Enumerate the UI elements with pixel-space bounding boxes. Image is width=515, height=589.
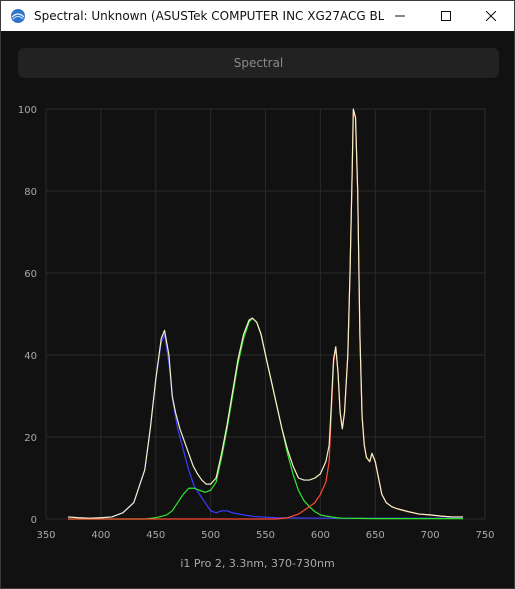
y-tick-label: 100 — [18, 105, 37, 116]
title-bar[interactable]: Spectral: Unknown (ASUSTek COMPUTER INC … — [1, 1, 514, 31]
app-icon — [11, 9, 25, 23]
y-tick-label: 0 — [31, 515, 37, 526]
y-tick-label: 80 — [24, 187, 37, 198]
close-button[interactable] — [468, 1, 514, 31]
minimize-icon — [395, 15, 405, 17]
x-tick-label: 400 — [91, 530, 110, 541]
y-tick-label: 40 — [24, 351, 37, 362]
chart-series — [67, 108, 464, 520]
x-tick-label: 550 — [256, 530, 275, 541]
window-title: Spectral: Unknown (ASUSTek COMPUTER INC … — [34, 9, 384, 23]
y-tick-label: 60 — [24, 269, 37, 280]
x-tick-label: 450 — [146, 530, 165, 541]
minimize-button[interactable] — [377, 1, 423, 31]
x-tick-label: 500 — [201, 530, 220, 541]
x-tick-label: 750 — [475, 530, 494, 541]
maximize-button[interactable] — [423, 1, 469, 31]
white-spectrum-line — [67, 108, 464, 519]
close-icon — [486, 11, 496, 21]
spectral-chart: 350 400 450 500 550 600 650 700 750 0 20 40 60 80 100 — [18, 105, 495, 541]
x-tick-label: 700 — [421, 530, 440, 541]
maximize-icon — [441, 11, 451, 21]
x-tick-label: 350 — [36, 530, 55, 541]
chart-axis-labels: 350 400 450 500 550 600 650 700 750 0 20 40 60 80 100 — [18, 105, 495, 541]
spectral-mode-label: Spectral — [233, 56, 284, 70]
instrument-caption: i1 Pro 2, 3.3nm, 370-730nm — [180, 557, 335, 570]
x-tick-label: 650 — [366, 530, 385, 541]
chart-grid — [45, 108, 486, 520]
y-tick-label: 20 — [24, 433, 37, 444]
x-tick-label: 600 — [311, 530, 330, 541]
spectral-mode-button[interactable]: Spectral — [18, 48, 499, 78]
